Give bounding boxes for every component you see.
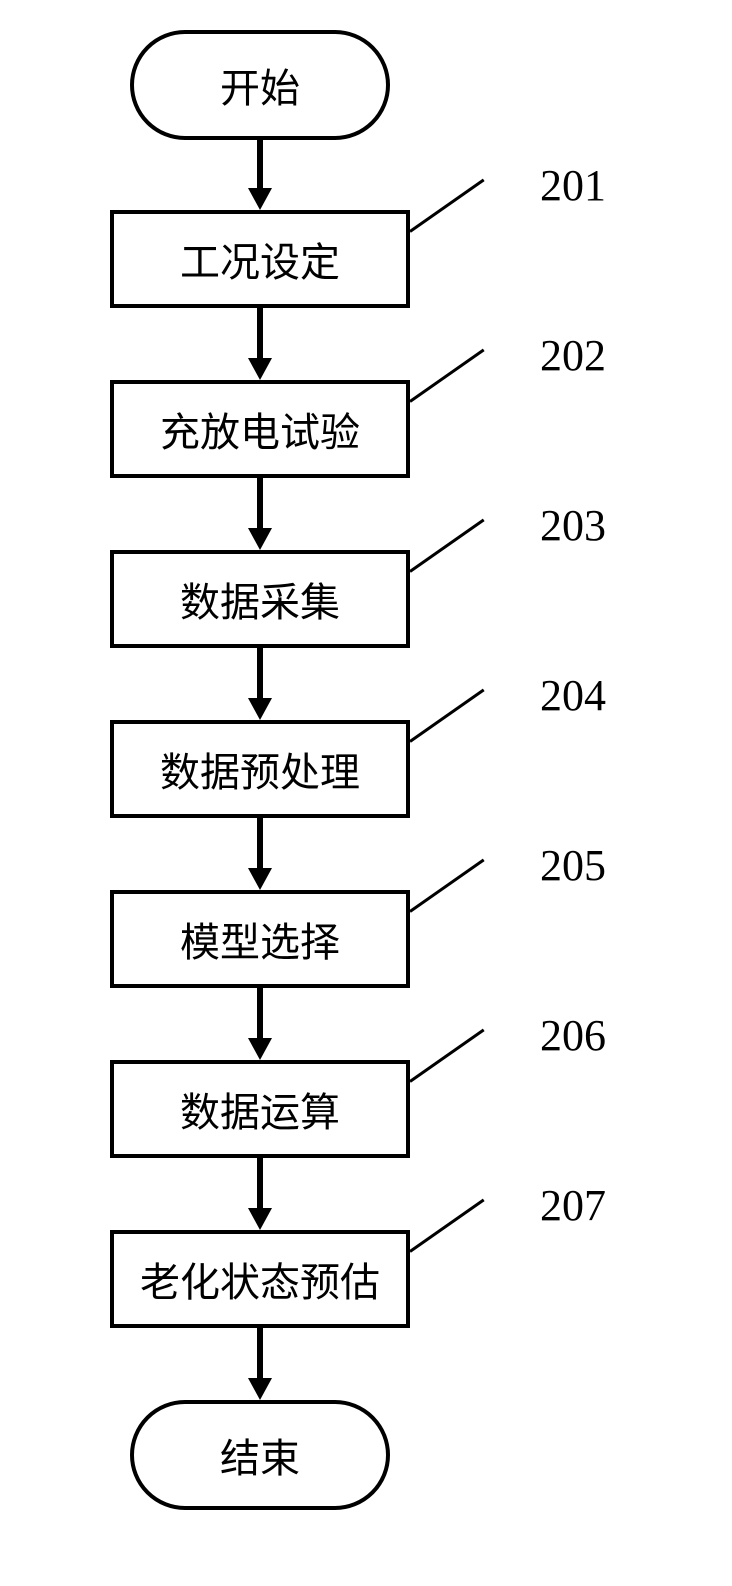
arrow-7 — [248, 1328, 272, 1400]
process-label: 老化状态预估 — [140, 1250, 380, 1308]
step-label-206: 206 — [540, 1010, 606, 1061]
terminator-start-label: 开始 — [220, 56, 300, 114]
callout-line-204 — [409, 689, 484, 743]
callout-line-207 — [409, 1199, 484, 1253]
step-label-203: 203 — [540, 500, 606, 551]
arrow-5 — [248, 988, 272, 1060]
arrow-6 — [248, 1158, 272, 1230]
step-label-201: 201 — [540, 160, 606, 211]
process-step-203: 数据采集 — [110, 550, 410, 648]
arrow-0 — [248, 140, 272, 210]
arrow-2 — [248, 478, 272, 550]
step-label-204: 204 — [540, 670, 606, 721]
arrow-1 — [248, 308, 272, 380]
process-label: 数据预处理 — [160, 740, 360, 798]
process-step-201: 工况设定 — [110, 210, 410, 308]
process-step-207: 老化状态预估 — [110, 1230, 410, 1328]
process-step-205: 模型选择 — [110, 890, 410, 988]
process-label: 模型选择 — [180, 910, 340, 968]
callout-line-203 — [409, 519, 484, 573]
process-label: 充放电试验 — [160, 400, 360, 458]
callout-line-205 — [409, 859, 484, 913]
arrow-3 — [248, 648, 272, 720]
step-label-202: 202 — [540, 330, 606, 381]
process-label: 工况设定 — [180, 230, 340, 288]
process-step-206: 数据运算 — [110, 1060, 410, 1158]
terminator-end-label: 结束 — [220, 1426, 300, 1484]
callout-line-201 — [409, 179, 484, 233]
process-step-204: 数据预处理 — [110, 720, 410, 818]
step-label-205: 205 — [540, 840, 606, 891]
process-label: 数据采集 — [180, 570, 340, 628]
step-label-207: 207 — [540, 1180, 606, 1231]
callout-line-206 — [409, 1029, 484, 1083]
process-label: 数据运算 — [180, 1080, 340, 1138]
callout-line-202 — [409, 349, 484, 403]
arrow-4 — [248, 818, 272, 890]
terminator-end: 结束 — [130, 1400, 390, 1510]
process-step-202: 充放电试验 — [110, 380, 410, 478]
terminator-start: 开始 — [130, 30, 390, 140]
flowchart-container: 开始 工况设定 201 充放电试验 202 数据采集 203 数据预处理 204 — [0, 0, 732, 1586]
